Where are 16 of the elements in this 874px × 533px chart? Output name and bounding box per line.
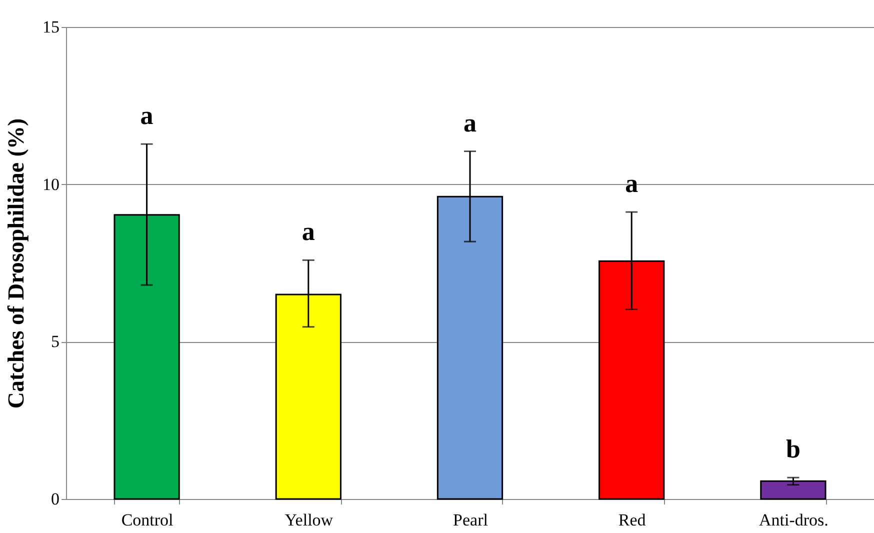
x-tick-label: Yellow	[284, 510, 334, 530]
y-tick-label: 15	[42, 18, 60, 36]
annotation: a	[302, 217, 315, 246]
annotation: b	[786, 434, 800, 464]
x-tick-label: Control	[121, 510, 174, 530]
annotation: a	[625, 169, 638, 198]
annotation: a	[464, 108, 476, 138]
y-tick-label: 10	[42, 174, 60, 194]
x-tick-label: Red	[618, 510, 646, 530]
annotation: a	[140, 101, 154, 130]
bar	[760, 480, 826, 500]
x-tick-label: Pearl	[453, 510, 488, 530]
y-tick-label: 0	[51, 490, 60, 508]
x-tick-label: Anti-dros.	[758, 510, 828, 530]
y-tick-label: 5	[51, 332, 60, 352]
y-axis-title: Catches of Drosophilidae (%)	[4, 118, 28, 409]
